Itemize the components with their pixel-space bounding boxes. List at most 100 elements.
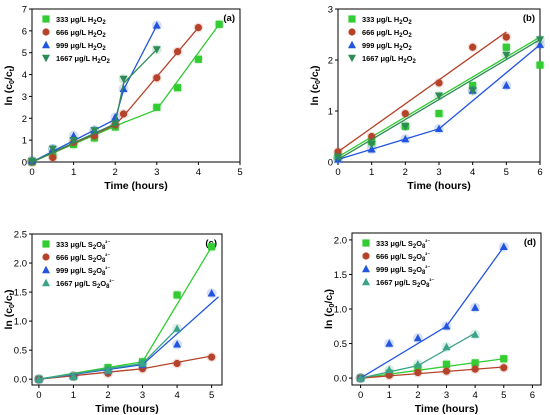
data-point	[401, 109, 409, 118]
data-point	[471, 365, 479, 373]
series-3	[27, 44, 162, 166]
x-tick-label: 4	[174, 390, 179, 401]
legend-label: 999 μg/L H2O2	[56, 41, 106, 52]
legend-marker	[348, 40, 356, 49]
x-tick-label: 4	[470, 167, 475, 178]
legend-label: 333 μg/L S2O8²⁻	[56, 240, 110, 251]
legend-marker	[362, 277, 370, 286]
data-point	[385, 339, 394, 347]
legend-label: 999 μg/L S2O8²⁻	[56, 266, 110, 277]
data-point	[119, 110, 128, 118]
data-point	[111, 120, 120, 128]
y-tick-label: 0	[328, 158, 333, 169]
data-point	[173, 340, 182, 348]
data-point	[385, 365, 394, 373]
data-point	[536, 40, 544, 48]
panel-label: (d)	[524, 237, 536, 248]
x-axis-title: Time (hours)	[407, 180, 470, 192]
legend-marker	[348, 54, 356, 63]
y-tick-label: 2	[328, 56, 333, 67]
y-tick-label: 0.5	[334, 339, 347, 350]
y-tick-label: 1.5	[334, 270, 347, 281]
legend-marker	[42, 253, 50, 261]
data-point	[435, 79, 443, 87]
fit-line	[31, 23, 220, 163]
x-tick-label: 1	[387, 390, 392, 401]
x-tick-label: 5	[209, 390, 214, 401]
legend-label: 999 μg/L H2O2	[362, 41, 412, 52]
data-point	[442, 360, 451, 368]
data-point	[69, 136, 78, 145]
y-tick-label: 2.0	[334, 235, 347, 246]
y-tick-label: 1	[22, 136, 27, 147]
data-point	[413, 360, 422, 368]
data-point	[536, 36, 544, 44]
legend-marker	[348, 15, 356, 23]
x-tick-label: 2	[105, 390, 110, 401]
data-point	[502, 51, 511, 60]
legend-label: 666 μg/L S2O8²⁻	[376, 252, 430, 263]
data-point	[138, 359, 147, 367]
y-axis-title: ln (c0/ct)	[3, 289, 16, 329]
data-point	[385, 371, 393, 379]
data-point	[435, 124, 443, 133]
chart-panel-b: 0 1 2 3 4 5 6 0 1 2 3 Time (hours) ln (c0/ct) (b) 333 …	[309, 5, 545, 192]
x-tick-label: 0	[335, 167, 340, 178]
x-tick-label: 1	[369, 167, 374, 178]
data-point	[414, 368, 422, 377]
x-tick-label: 5	[504, 167, 509, 178]
x-tick-label: 3	[140, 390, 145, 401]
data-point	[442, 322, 451, 330]
data-point	[173, 359, 181, 368]
x-tick-label: 0	[36, 390, 41, 401]
legend-label: 333 μg/L H2O2	[56, 15, 106, 26]
data-point	[502, 43, 510, 51]
data-point	[174, 84, 182, 92]
data-point	[119, 75, 128, 84]
series-2	[355, 241, 509, 384]
data-point	[356, 373, 365, 382]
data-point	[471, 303, 480, 311]
y-tick-label: 1.5	[14, 288, 27, 299]
legend-label: 333 μg/L S2O8²⁻	[376, 239, 430, 250]
data-point	[152, 21, 161, 29]
legend-marker	[42, 15, 50, 23]
y-tick-label: 0.0	[14, 375, 27, 386]
data-point	[435, 109, 443, 118]
data-point	[48, 145, 57, 154]
series-3	[355, 329, 481, 384]
y-tick-label: 1	[328, 107, 333, 118]
data-point	[194, 55, 202, 63]
y-tick-label: 4	[22, 70, 27, 81]
data-point	[208, 353, 216, 361]
data-point	[500, 355, 508, 363]
panel-label: (a)	[223, 13, 235, 24]
plot-frame	[31, 8, 241, 163]
y-tick-label: 1.0	[14, 317, 27, 328]
series-0	[33, 241, 217, 385]
data-point	[502, 81, 511, 89]
legend-marker	[362, 239, 370, 247]
data-point	[502, 33, 510, 41]
x-axis-title: Time (hours)	[95, 403, 158, 415]
data-point	[413, 333, 422, 342]
data-point	[469, 43, 477, 51]
legend-label: 1667 μg/L H2O2	[56, 54, 110, 65]
data-point	[435, 92, 443, 100]
legend-marker	[42, 54, 50, 63]
data-point	[34, 374, 43, 383]
y-axis-title: ln (c0/ct)	[309, 65, 322, 105]
legend-marker	[362, 252, 370, 260]
y-axis-title: ln (c0/ct)	[3, 65, 16, 105]
series-2	[333, 39, 545, 165]
y-tick-label: 2.0	[14, 259, 27, 270]
data-point	[334, 148, 342, 156]
y-tick-label: 3	[22, 92, 27, 103]
legend-label: 1667 μg/L S2O8²⁻	[376, 278, 435, 289]
x-tick-label: 4	[472, 390, 477, 401]
data-point	[90, 127, 99, 135]
x-axis-title: Time (hours)	[415, 403, 478, 415]
legend-label: 666 μg/L S2O8²⁻	[56, 253, 110, 264]
x-tick-label: 3	[436, 167, 441, 178]
